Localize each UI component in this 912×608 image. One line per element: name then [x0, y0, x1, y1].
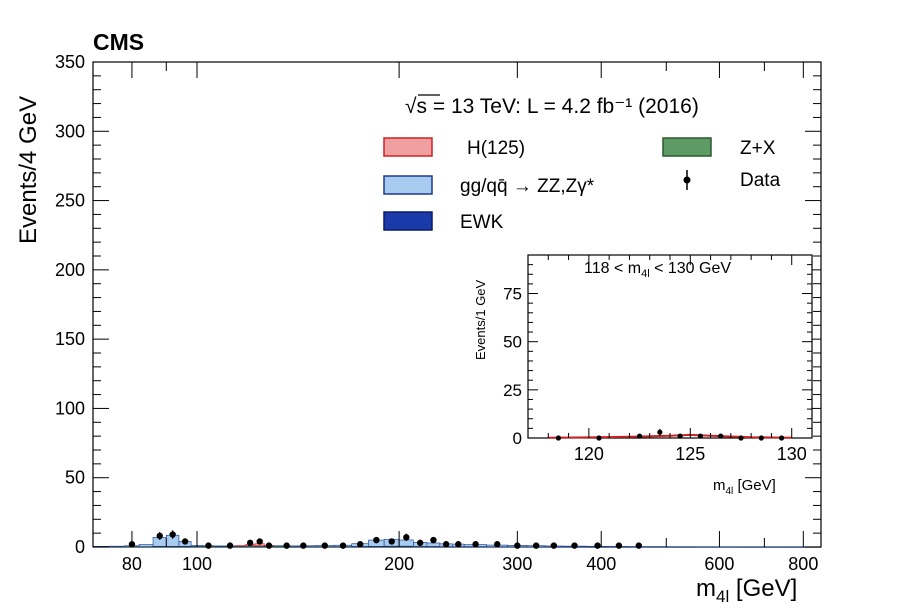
data-point — [256, 538, 263, 545]
legend-data-marker — [683, 176, 691, 184]
legend-swatch-zz — [383, 175, 433, 195]
data-point — [321, 542, 328, 549]
data-point — [442, 541, 450, 548]
inset-mass-window-label: 118 < m4l < 130 GeV — [584, 260, 731, 280]
experiment-label: CMS — [93, 29, 144, 55]
main-x-ticks: 80 100 200 300 400 600 800 — [92, 62, 818, 574]
data-point — [226, 542, 234, 549]
inset-x-axis-label: m4l [GeV] — [713, 477, 776, 497]
data-point — [615, 542, 623, 549]
zz-bar — [290, 545, 300, 547]
inset-data-point — [657, 429, 663, 435]
y-tick-label: 50 — [65, 468, 85, 488]
inset-data-point — [778, 435, 785, 441]
y-tick-label: 0 — [75, 537, 85, 557]
inset-data-point — [738, 435, 744, 441]
data-point — [594, 542, 601, 549]
x-tick-label: 100 — [182, 554, 212, 574]
data-point — [635, 542, 642, 549]
y-tick-label: 250 — [55, 191, 85, 211]
inset-y-tick-label: 50 — [503, 333, 522, 352]
y-tick-label: 150 — [55, 329, 85, 349]
data-point — [494, 541, 501, 548]
inset-x-tick-label: 120 — [574, 444, 604, 464]
inset-x-ticks: 120 125 130 — [547, 255, 813, 464]
inset-y-tick-label: 25 — [503, 381, 522, 400]
legend-swatch-ewk — [383, 211, 433, 231]
inset-data-point — [758, 435, 764, 441]
legend-label-higgs: H(125) — [467, 138, 525, 159]
inset-data-point — [677, 433, 683, 439]
data-point — [550, 542, 558, 549]
data-point — [455, 541, 462, 548]
inset-data-point — [555, 435, 562, 441]
legend-swatch-zx — [662, 137, 712, 157]
inset-x-tick-label: 130 — [777, 444, 807, 464]
x-tick-label: 800 — [788, 554, 818, 574]
data-point — [373, 536, 380, 544]
data-point — [532, 542, 540, 549]
y-axis-label: Events/4 GeV — [15, 96, 42, 244]
data-point — [300, 542, 307, 549]
inset-data-point — [697, 433, 704, 439]
x-tick-label: 200 — [384, 554, 414, 574]
inset-y-tick-label: 75 — [503, 285, 522, 304]
inset-data-point — [596, 435, 602, 441]
x-tick-label: 80 — [122, 554, 142, 574]
inset-y-tick-label: 0 — [513, 429, 522, 448]
zz-bar — [273, 545, 283, 547]
inset-data-point — [718, 433, 724, 439]
data-point — [181, 538, 189, 545]
y-tick-label: 100 — [55, 398, 85, 418]
x-tick-label: 600 — [704, 554, 734, 574]
data-point — [430, 536, 437, 544]
legend-label-zz: gg/qq̄ → ZZ,Zγ* — [460, 176, 595, 197]
zz-bar — [307, 545, 316, 547]
data-point — [169, 531, 176, 538]
legend-label-data: Data — [740, 170, 781, 191]
data-point — [265, 542, 273, 549]
data-point — [205, 542, 212, 549]
x-tick-label: 400 — [586, 554, 616, 574]
zz-bar — [213, 545, 226, 547]
data-point — [416, 539, 424, 547]
data-point — [156, 532, 163, 540]
y-tick-label: 300 — [55, 121, 85, 141]
data-point — [339, 542, 347, 549]
inset-x-tick-label: 125 — [675, 444, 705, 464]
legend-label-ewk: EWK — [460, 212, 504, 233]
y-tick-label: 350 — [55, 52, 85, 72]
data-point — [356, 541, 364, 548]
inset-frame — [527, 254, 813, 439]
inset-data-points — [555, 428, 785, 441]
legend-swatch-higgs — [383, 137, 433, 157]
data-point — [246, 539, 254, 547]
data-point — [571, 542, 578, 549]
legend-label-zx: Z+X — [740, 138, 776, 159]
y-tick-label: 200 — [55, 260, 85, 280]
legend: H(125) Z+X gg/qq̄ → ZZ,Zγ* Data EWK — [383, 137, 781, 233]
data-point — [283, 542, 290, 549]
inset-y-axis-label: Events/1 GeV — [473, 279, 488, 360]
zz-bar — [426, 542, 441, 547]
zz-bar — [138, 544, 154, 547]
data-point — [472, 541, 479, 548]
main-data-points — [128, 530, 642, 549]
inset-data-point — [636, 433, 643, 439]
x-tick-label: 300 — [502, 554, 532, 574]
luminosity-header: √s = 13 TeV: L = 4.2 fb⁻¹ (2016) — [405, 95, 699, 118]
data-point — [388, 538, 395, 545]
x-axis-label: m4l [GeV] — [696, 575, 797, 606]
inset-plot: 0 25 50 75 120 125 130 118 < m4l < 130 GeV Ev… — [473, 254, 813, 497]
inset-y-ticks: 0 25 50 75 — [503, 264, 812, 448]
data-point — [403, 534, 410, 541]
